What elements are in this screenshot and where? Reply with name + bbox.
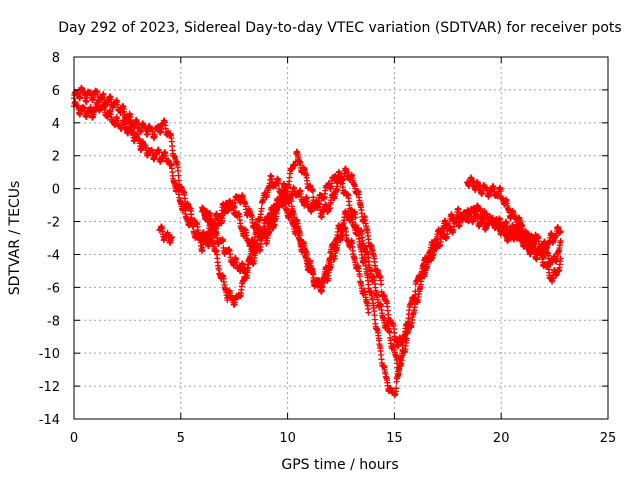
x-tick-label: 20 (493, 431, 510, 446)
y-tick-label: 0 (52, 183, 60, 198)
data-point (309, 187, 316, 194)
y-tick-label: 4 (52, 117, 60, 132)
y-tick-label: -10 (39, 347, 60, 362)
x-tick-label: 0 (70, 431, 78, 446)
y-tick-label: -14 (39, 413, 60, 428)
series-track-a (71, 84, 564, 399)
data-point (156, 149, 163, 156)
data-point (151, 131, 158, 138)
data-point (365, 309, 372, 316)
plot-frame (73, 56, 609, 420)
chart-title: Day 292 of 2023, Sidereal Day-to-day VTE… (58, 20, 621, 36)
series-track-b (71, 98, 564, 377)
x-tick-label: 10 (279, 431, 296, 446)
y-axis-label: SDTVAR / TECUs (7, 181, 23, 296)
series-track-d (199, 148, 410, 350)
x-axis-label: GPS time / hours (281, 457, 398, 473)
data-point (168, 234, 175, 241)
x-tick-label: 25 (600, 431, 617, 446)
y-tick-label: 6 (52, 84, 60, 99)
data-point (557, 228, 564, 235)
data-point (557, 255, 564, 262)
y-tick-labels: -14 -12 -10 -8 -6 -4 -2 0 2 4 6 8 (39, 51, 60, 428)
x-tick-label: 15 (386, 431, 403, 446)
y-tick-label: 2 (52, 150, 60, 165)
data-point (220, 238, 227, 245)
data-point (297, 232, 304, 239)
y-tick-label: -12 (39, 380, 60, 395)
grid-layer (74, 57, 608, 419)
data-point (403, 321, 410, 328)
data-point (497, 188, 504, 195)
y-tick-label: -6 (47, 281, 60, 296)
data-point (531, 237, 538, 244)
ticks-layer (73, 56, 609, 420)
data-point (77, 94, 84, 101)
data-point (393, 385, 400, 392)
data-point (275, 180, 282, 187)
data-point (378, 281, 385, 288)
data-point (288, 198, 295, 205)
data-point (463, 214, 470, 221)
data-point (356, 273, 363, 280)
y-tick-label: 8 (52, 51, 60, 66)
x-tick-labels: 0 5 10 15 20 25 (70, 431, 616, 446)
x-tick-label: 5 (177, 431, 185, 446)
data-point (480, 215, 487, 222)
y-tick-label: -4 (47, 248, 60, 263)
points-layer (71, 84, 564, 399)
y-tick-label: -2 (47, 216, 60, 231)
y-tick-label: -8 (47, 314, 60, 329)
data-point (557, 238, 564, 245)
data-point (258, 205, 265, 212)
data-point (352, 214, 359, 221)
